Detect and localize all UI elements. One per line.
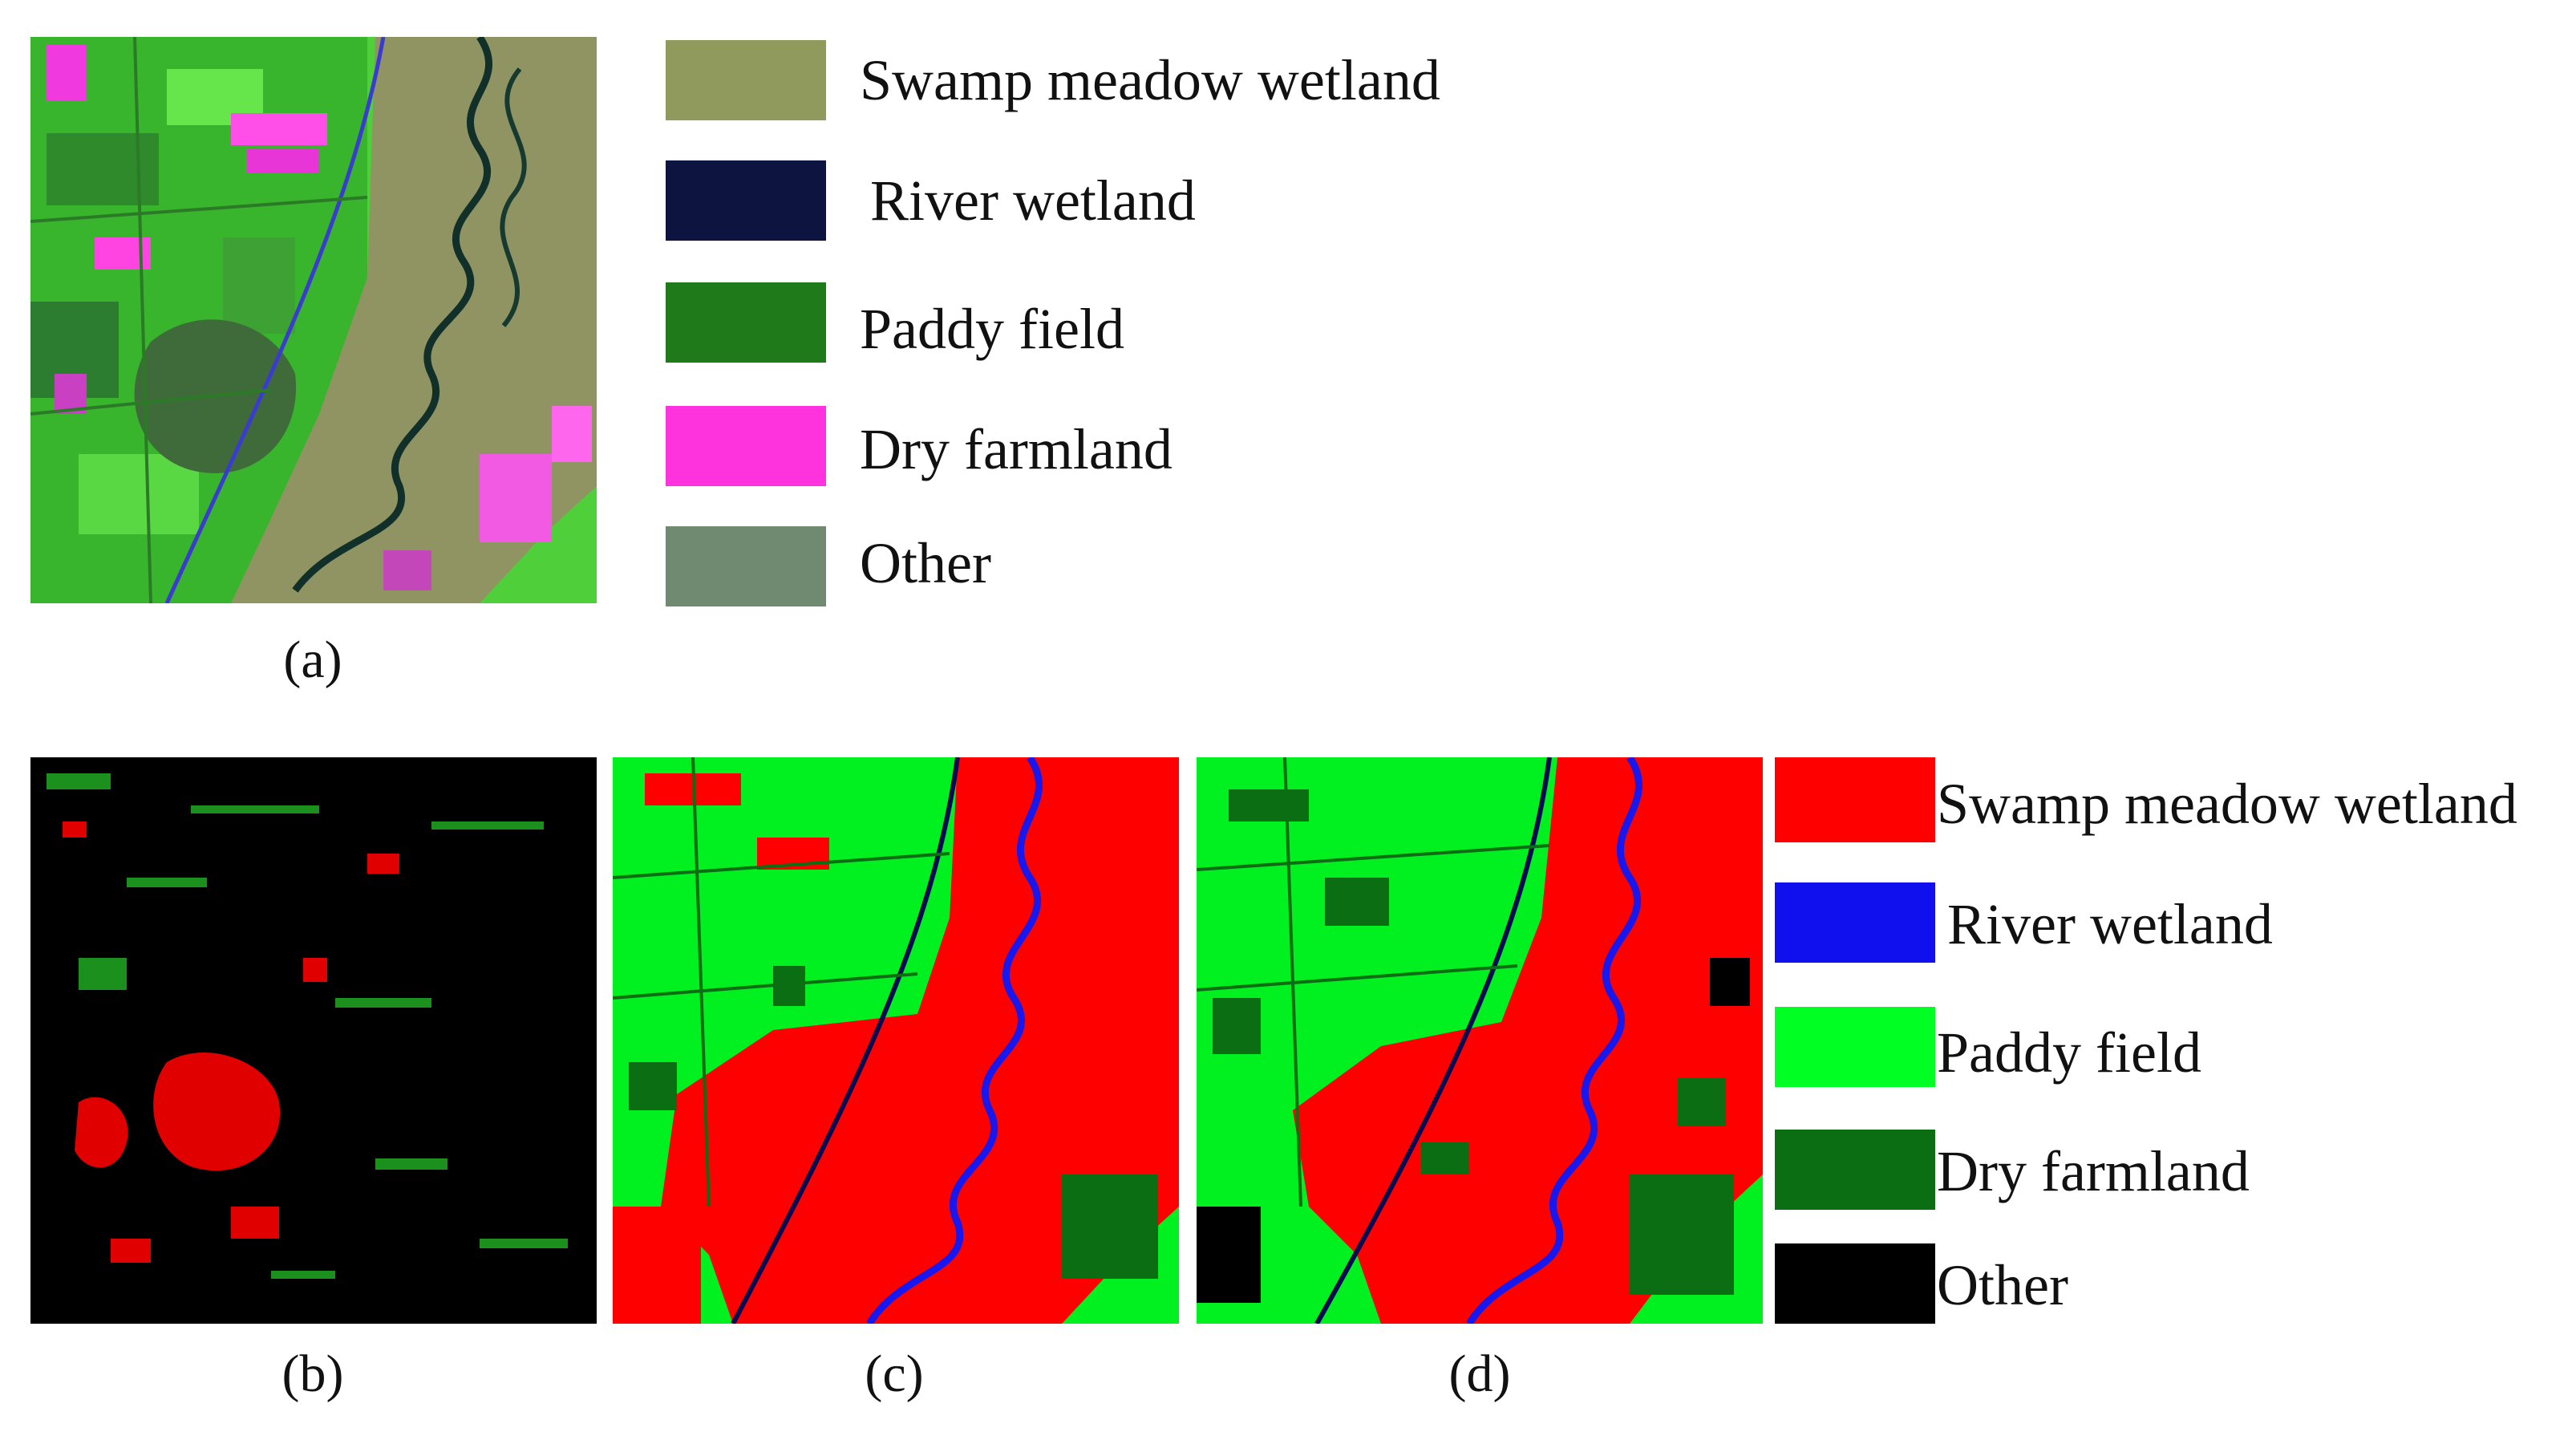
legend-top-swatch-dry-farmland <box>666 406 826 486</box>
legend-top-swatch-swamp-meadow-wetland <box>666 40 826 120</box>
legend-bottom-swatch-other <box>1775 1243 1935 1324</box>
legend-bottom-swatch-paddy-field <box>1775 1007 1935 1087</box>
classification-map-panel-b <box>30 757 597 1324</box>
legend-top-swatch-other <box>666 526 826 606</box>
legend-top-swatch-paddy-field <box>666 282 826 363</box>
legend-top-label-paddy-field: Paddy field <box>860 297 1124 361</box>
legend-bottom-swatch-swamp-meadow-wetland <box>1775 757 1935 842</box>
classification-map-panel-c <box>613 757 1179 1324</box>
legend-bottom-label-paddy-field: Paddy field <box>1937 1020 2201 1085</box>
legend-bottom-label-other: Other <box>1937 1253 2068 1317</box>
panel-caption-c: (c) <box>865 1345 924 1403</box>
classification-map-panel-d <box>1197 757 1763 1324</box>
satellite-image-panel-a <box>30 37 597 603</box>
legend-bottom-label-river-wetland: River wetland <box>1947 892 2273 956</box>
legend-bottom-label-swamp-meadow-wetland: Swamp meadow wetland <box>1937 772 2517 836</box>
legend-top-label-dry-farmland: Dry farmland <box>860 417 1173 481</box>
legend-top-label-river-wetland: River wetland <box>870 168 1196 233</box>
legend-top-swatch-river-wetland <box>666 160 826 241</box>
legend-top-label-other: Other <box>860 531 991 595</box>
legend-bottom-swatch-river-wetland <box>1775 882 1935 963</box>
legend-bottom-swatch-dry-farmland <box>1775 1130 1935 1210</box>
legend-bottom-label-dry-farmland: Dry farmland <box>1937 1139 2250 1203</box>
legend-top-label-swamp-meadow-wetland: Swamp meadow wetland <box>860 48 1440 112</box>
panel-caption-a: (a) <box>283 631 342 689</box>
panel-caption-d: (d) <box>1448 1345 1511 1403</box>
panel-caption-b: (b) <box>281 1345 344 1403</box>
